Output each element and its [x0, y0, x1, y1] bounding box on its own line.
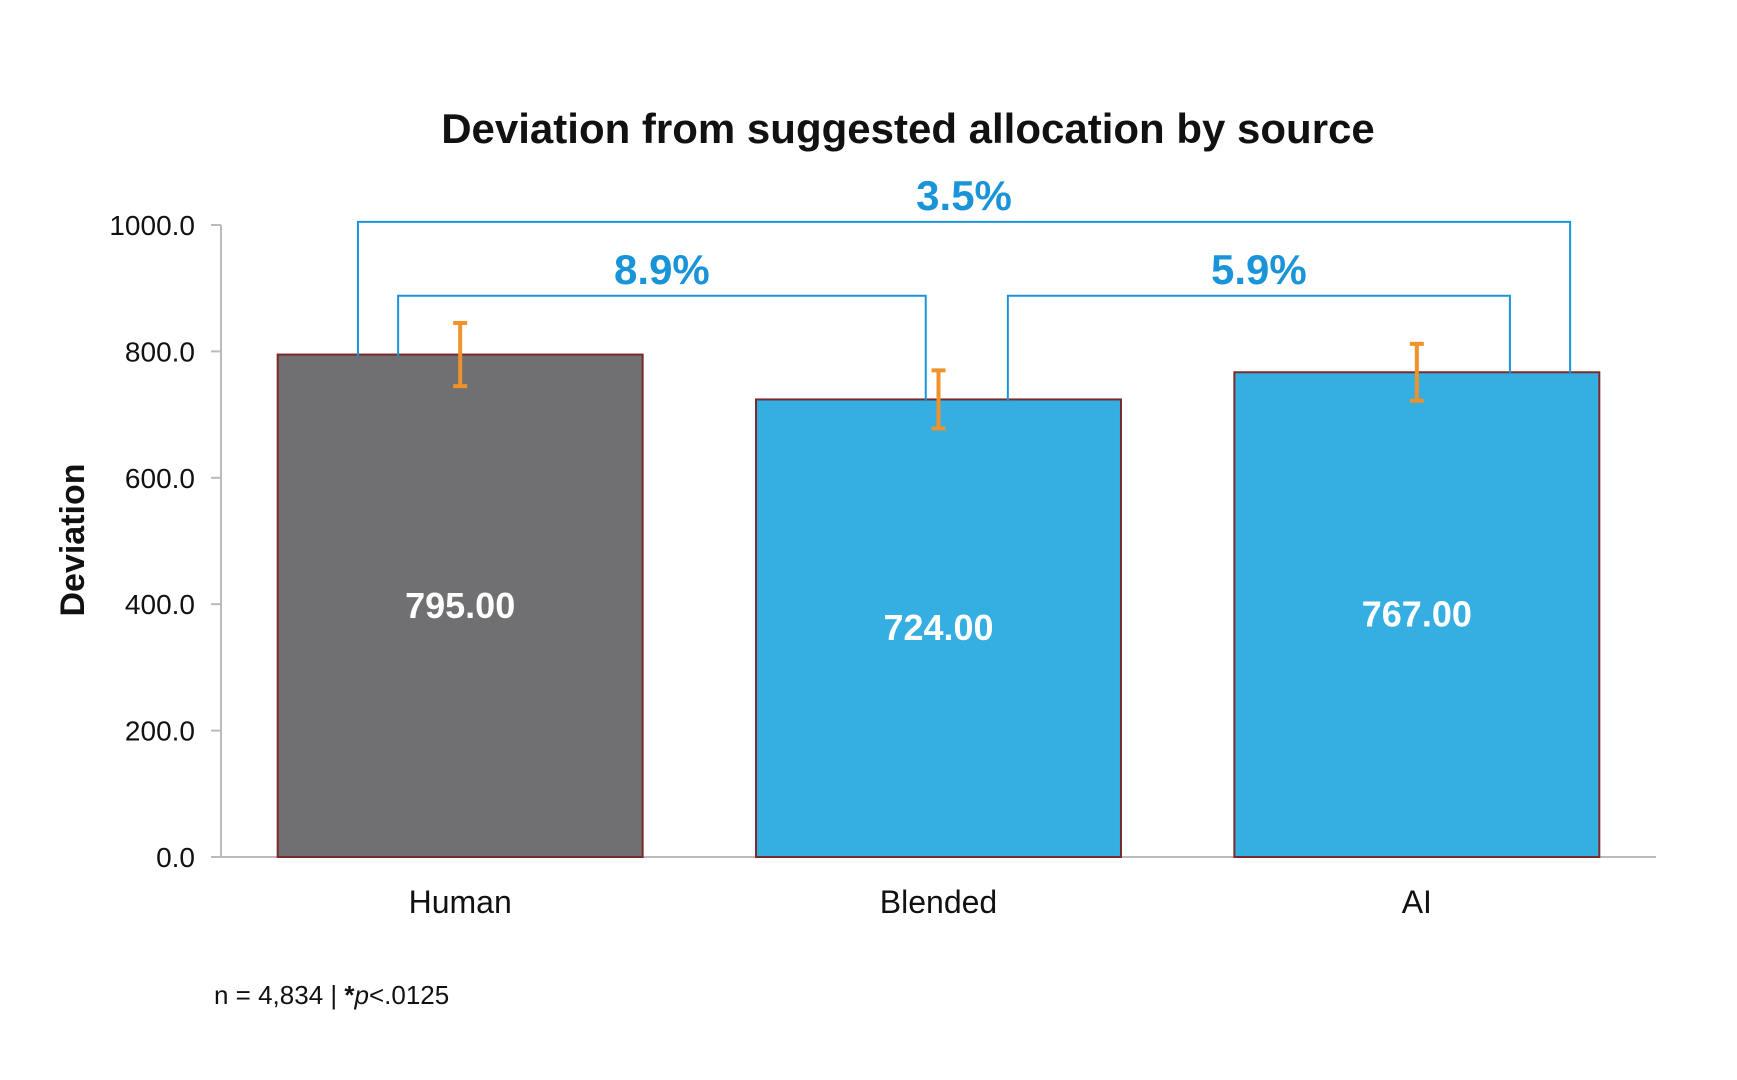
footnote: n = 4,834 | *p<.0125 — [214, 980, 449, 1011]
comparison-bracket: 3.5% — [356, 172, 1572, 375]
category-label: Human — [409, 884, 512, 920]
y-axis-label: Deviation — [54, 463, 92, 616]
data-label: 795.00 — [405, 585, 515, 626]
error-bars-group — [453, 320, 1424, 431]
y-tick-label: 0.0 — [156, 842, 195, 873]
data-label: 724.00 — [883, 607, 993, 648]
y-tick-label: 1000.0 — [109, 210, 195, 241]
chart-title: Deviation from suggested allocation by s… — [441, 105, 1375, 152]
category-label: Blended — [880, 884, 997, 920]
footnote-p: p — [354, 980, 369, 1010]
footnote-threshold: <.0125 — [368, 980, 450, 1010]
error-bar-blended — [931, 368, 946, 431]
bar-blended — [755, 398, 1122, 858]
comparison-bracket: 5.9% — [1006, 246, 1511, 402]
comparison-brackets-group: 3.5% 8.9% 5.9% — [356, 172, 1572, 402]
y-tick-label: 200.0 — [125, 716, 195, 747]
comparison-bracket: 8.9% — [397, 246, 927, 402]
error-bar-ai — [1409, 341, 1424, 403]
category-label: AI — [1402, 884, 1432, 920]
error-bar-human — [453, 320, 468, 389]
y-tick-label: 800.0 — [125, 336, 195, 367]
comparison-label: 5.9% — [1211, 246, 1307, 293]
comparison-label: 3.5% — [916, 172, 1012, 219]
category-labels-group: Human Blended AI — [409, 884, 1432, 920]
footnote-n: n = 4,834 | — [214, 980, 345, 1010]
bar-human — [276, 353, 644, 858]
y-tick-label: 600.0 — [125, 463, 195, 494]
footnote-star: * — [344, 980, 355, 1010]
data-label: 767.00 — [1362, 594, 1472, 635]
bars-group — [276, 353, 1601, 858]
bar-ai — [1233, 371, 1601, 858]
comparison-label: 8.9% — [614, 246, 710, 293]
data-labels-group: 795.00 724.00 767.00 — [405, 585, 1472, 648]
y-axis-ticks: 0.0 200.0 400.0 600.0 800.0 1000.0 — [109, 210, 221, 873]
y-tick-label: 400.0 — [125, 589, 195, 620]
